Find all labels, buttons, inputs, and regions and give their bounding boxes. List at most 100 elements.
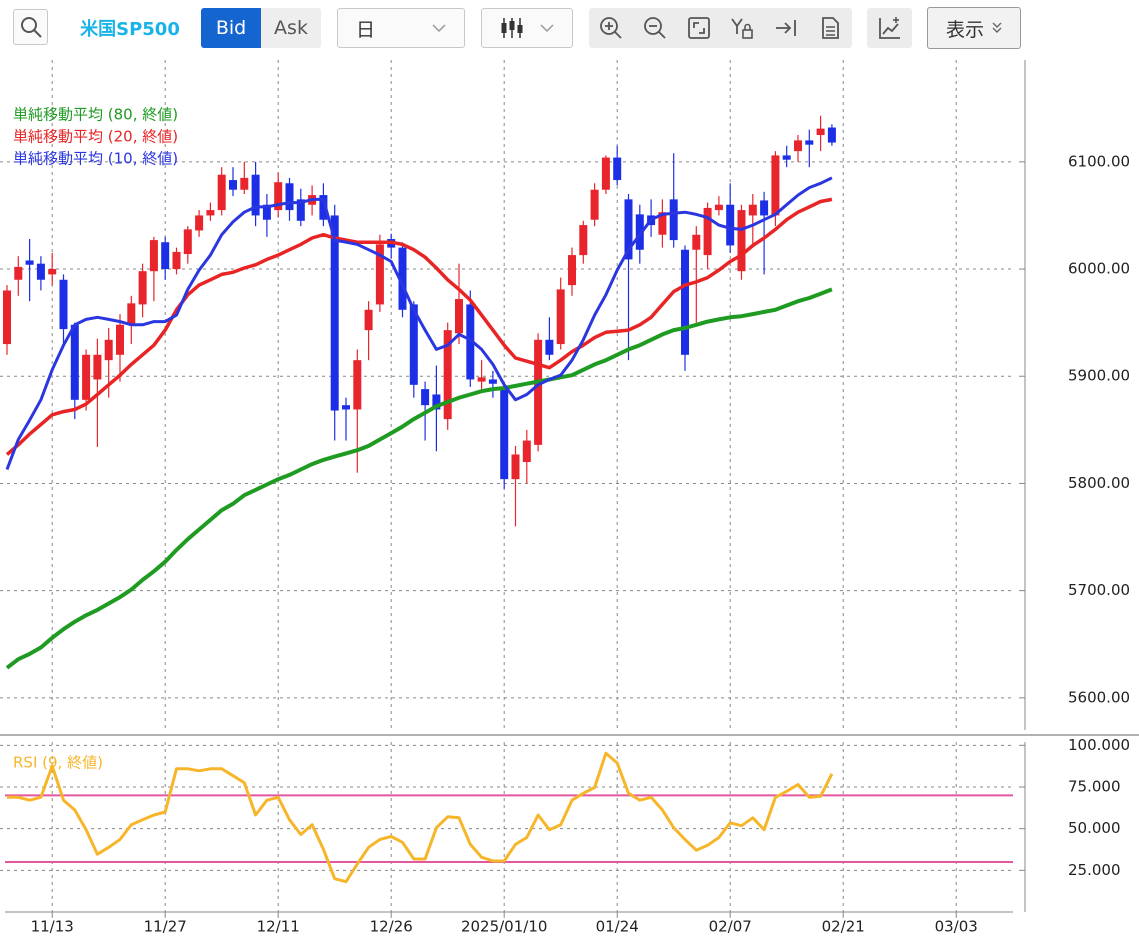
- candle-body: [409, 304, 418, 385]
- candle-body: [568, 255, 576, 286]
- candle-body: [116, 324, 124, 355]
- candle-body: [217, 174, 226, 211]
- candle-body: [262, 204, 271, 220]
- candle-body: [251, 174, 260, 216]
- y-tick-label: 5800.00: [1068, 474, 1130, 492]
- chevron: [540, 24, 554, 33]
- candle-body: [669, 199, 678, 241]
- view-button[interactable]: 表示: [927, 7, 1021, 49]
- tool-group: [589, 8, 852, 48]
- series-line: [7, 751, 834, 884]
- x-tick-label: 2025/01/10: [461, 918, 547, 936]
- candle-icon: [501, 18, 523, 38]
- x-tick-label: 02/21: [822, 918, 865, 936]
- y-tick-label: 25.000: [1068, 861, 1121, 879]
- candle-body: [443, 330, 452, 420]
- search-button[interactable]: [13, 9, 48, 45]
- candle-body: [93, 354, 102, 380]
- candle-body: [172, 251, 181, 270]
- x-tick-label: 11/27: [144, 918, 187, 936]
- candle-body: [195, 215, 204, 231]
- chart-type-select[interactable]: [481, 8, 573, 48]
- candle-body: [805, 140, 814, 145]
- y-tick-label: 5900.00: [1068, 367, 1130, 385]
- candle-body: [319, 195, 328, 220]
- candle-body: [161, 242, 170, 270]
- candle-body: [466, 304, 475, 380]
- period-select[interactable]: 日: [337, 8, 465, 48]
- candle-body: [285, 183, 294, 211]
- zoom-in-icon[interactable]: [599, 16, 623, 40]
- legend-entry: 単純移動平均 (10, 終値): [13, 150, 178, 168]
- candle-body: [488, 379, 497, 384]
- y-tick-label: 6000.00: [1068, 260, 1130, 278]
- y-lock-icon[interactable]: [730, 16, 754, 40]
- candle-body: [455, 299, 463, 334]
- candle-body: [149, 240, 158, 272]
- candle-body: [827, 127, 836, 143]
- candle-body: [48, 269, 57, 275]
- candle-body: [500, 389, 509, 480]
- candle-body: [183, 229, 192, 255]
- candle-body: [782, 155, 791, 160]
- x-tick-label: 12/11: [257, 918, 300, 936]
- candle-body: [353, 360, 362, 410]
- candle-body: [342, 405, 350, 410]
- candle-body: [590, 189, 599, 220]
- y-tick-label: 6100.00: [1068, 152, 1130, 170]
- fit-icon[interactable]: [687, 16, 711, 40]
- candle-body: [330, 215, 339, 411]
- document-icon[interactable]: [818, 16, 842, 40]
- candle-body: [375, 244, 384, 305]
- candle-body: [556, 289, 565, 345]
- candle-body: [760, 200, 769, 216]
- series-line: [5, 176, 833, 471]
- candle-body: [737, 210, 746, 272]
- candle-body: [477, 377, 486, 382]
- candle-body: [545, 339, 554, 355]
- add-indicator-button[interactable]: [867, 8, 912, 48]
- candle-body: [714, 204, 723, 211]
- chevron: [432, 24, 446, 33]
- legend-entry: RSI (9, 終値): [13, 754, 103, 772]
- y-tick-label: 50.000: [1068, 819, 1121, 837]
- x-tick-label: 03/03: [935, 918, 978, 936]
- candle-body: [771, 155, 780, 216]
- candle-body: [398, 247, 407, 310]
- candle-body: [681, 249, 689, 355]
- candle-body: [364, 309, 373, 331]
- candle-body: [601, 157, 610, 190]
- candle-body: [70, 324, 79, 400]
- candle-body: [522, 440, 531, 462]
- y-tick-label: 100.000: [1068, 736, 1130, 754]
- view-label: 表示: [945, 18, 984, 41]
- zoom-out-icon[interactable]: [643, 16, 667, 40]
- symbol-name[interactable]: 米国SP500: [80, 19, 180, 40]
- candle-body: [206, 210, 215, 216]
- scroll-end-icon[interactable]: [774, 16, 798, 40]
- indicator-icon: [878, 17, 900, 39]
- candle-body: [138, 271, 147, 305]
- candle-body: [748, 204, 757, 216]
- candle-body: [104, 339, 113, 361]
- candle-body: [579, 225, 588, 256]
- candle-body: [432, 394, 441, 410]
- y-tick-label: 5600.00: [1068, 688, 1130, 706]
- x-tick-label: 12/26: [370, 918, 413, 936]
- candle-body: [14, 266, 23, 280]
- candle-body: [613, 157, 622, 181]
- candle-body: [3, 290, 11, 345]
- series-line: [5, 287, 833, 670]
- ask-button[interactable]: Ask: [261, 8, 321, 48]
- double-chevron: [992, 22, 1002, 33]
- candle-body: [36, 263, 45, 280]
- candle-body: [229, 180, 237, 190]
- candle-body: [421, 389, 430, 406]
- candle-body: [25, 260, 34, 265]
- x-tick-label: 02/07: [709, 918, 752, 936]
- y-tick-label: 5700.00: [1068, 581, 1130, 599]
- bid-button[interactable]: Bid: [201, 8, 261, 48]
